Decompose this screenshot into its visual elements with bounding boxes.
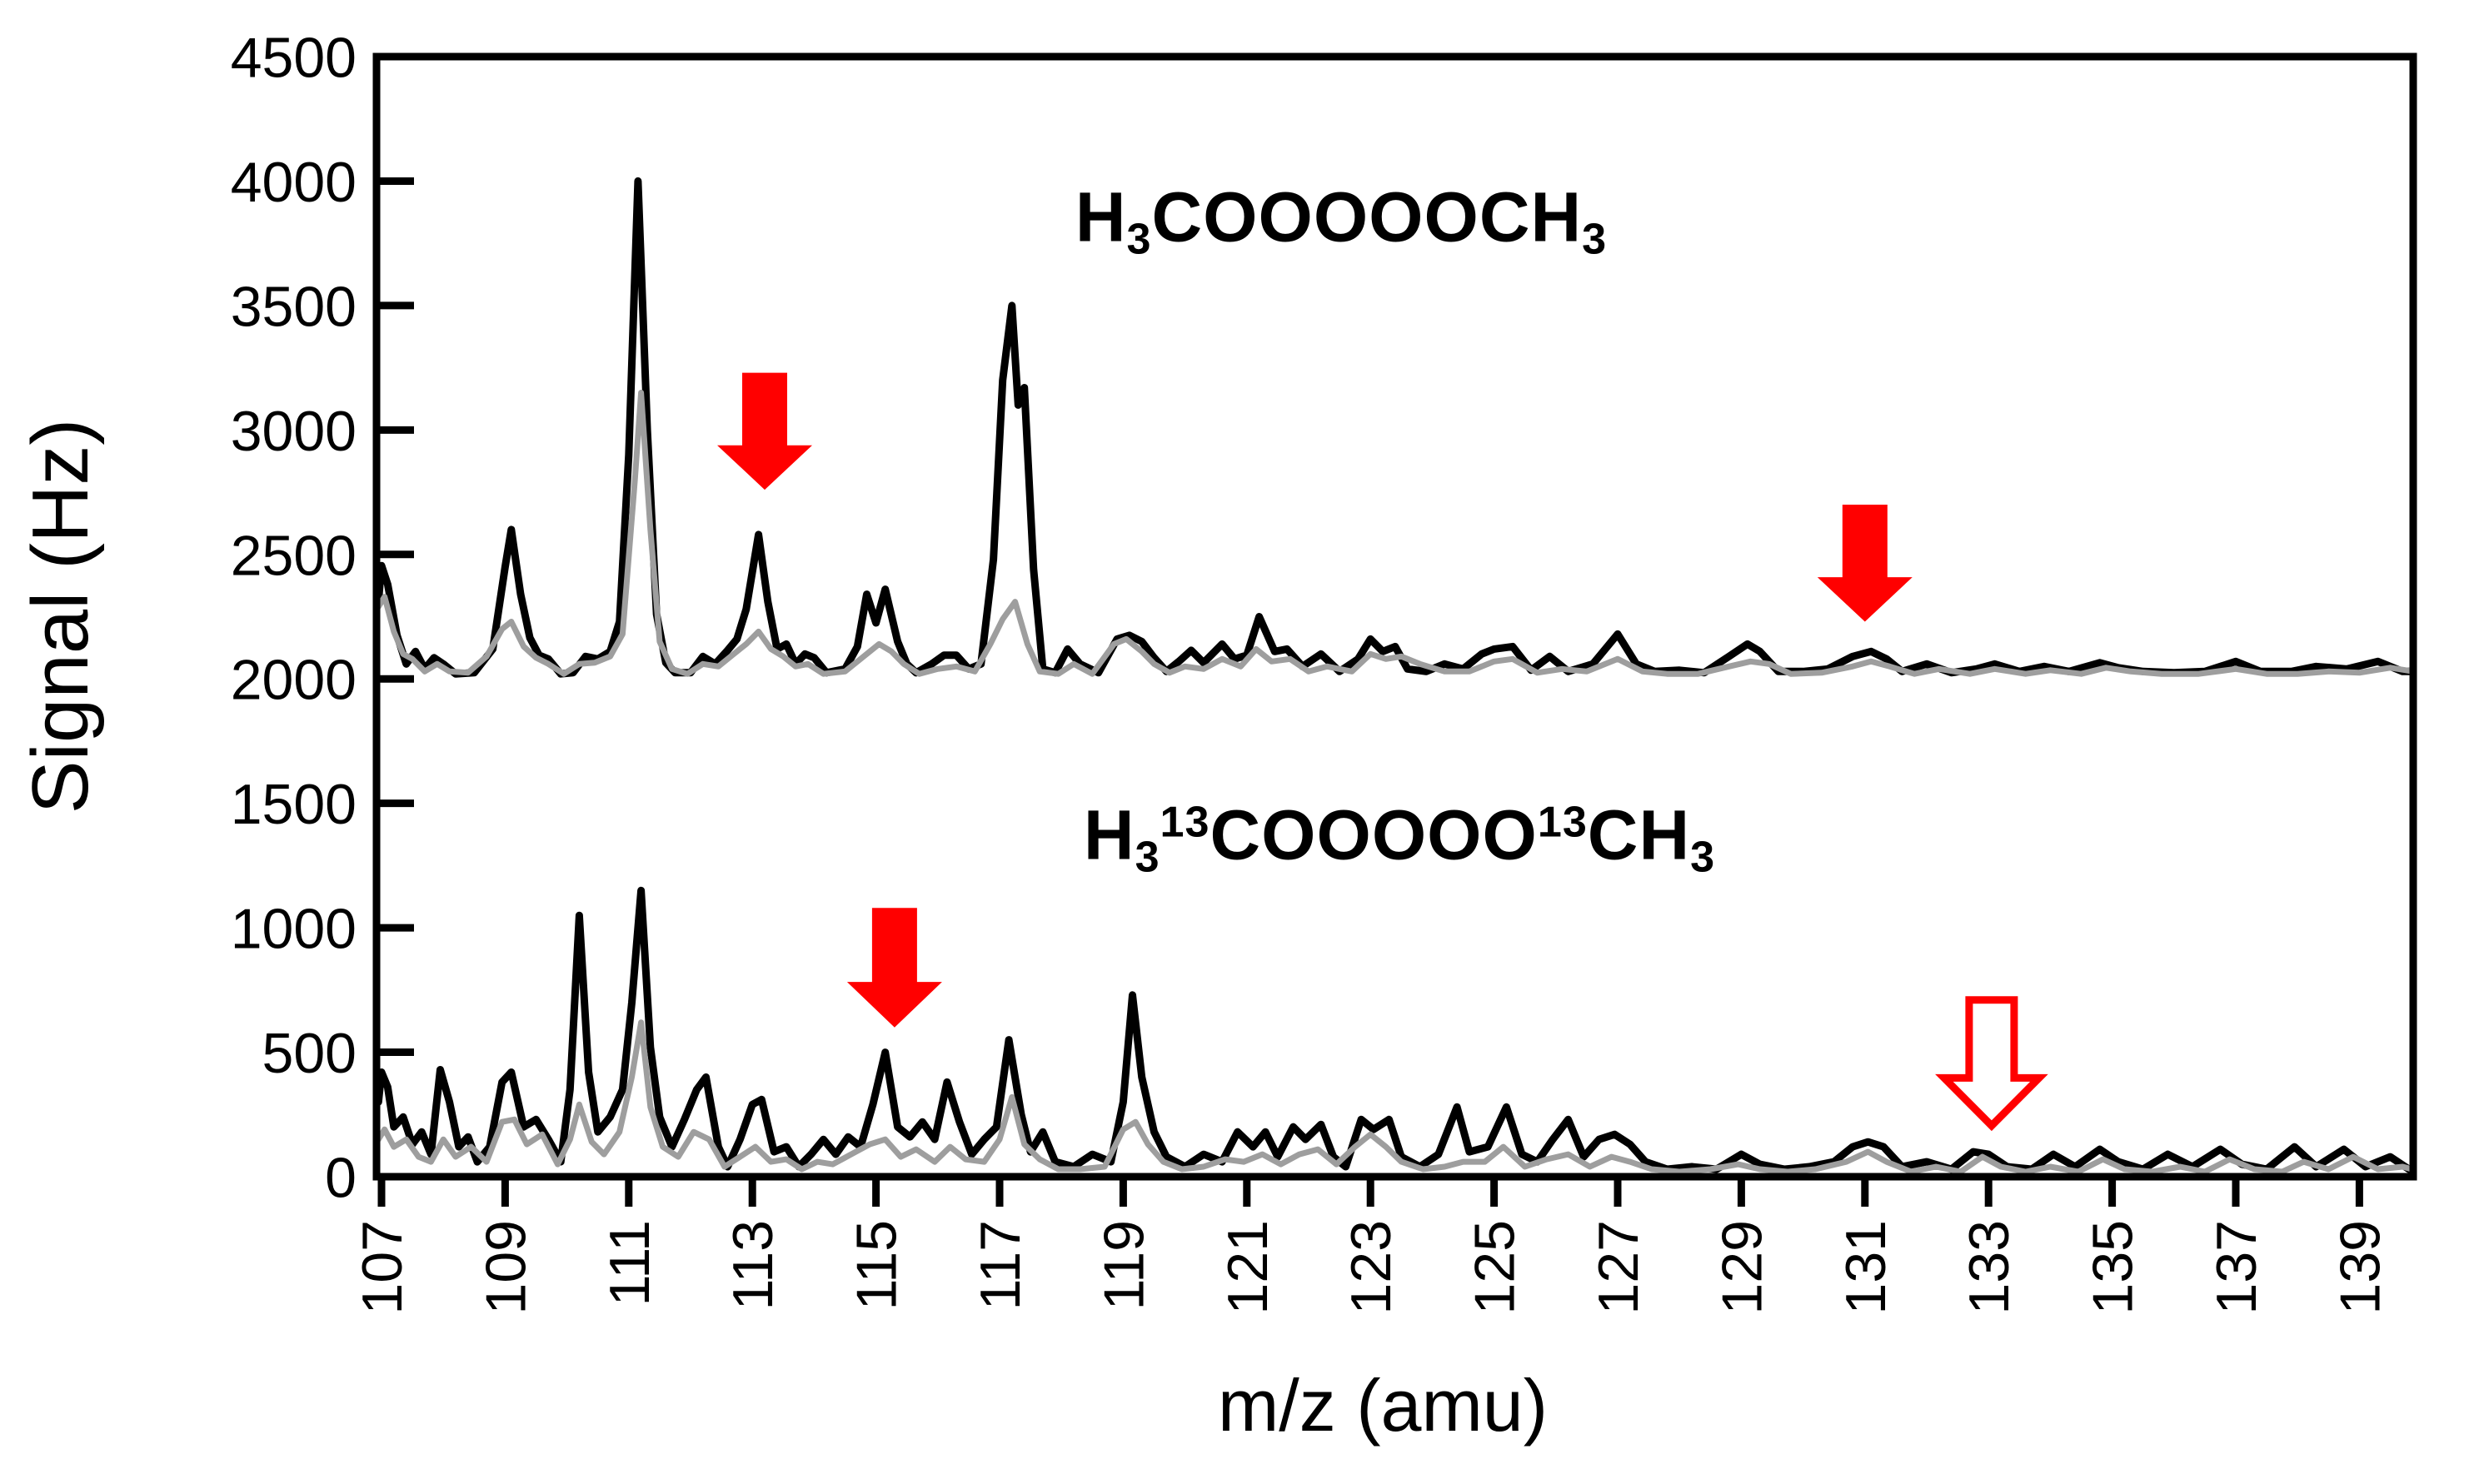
x-axis-tick-label: 119: [1092, 1220, 1155, 1310]
formula-segment: COOOOOCH: [1151, 177, 1583, 256]
formula-segment: CH: [1587, 795, 1691, 874]
y-axis-tick-label: 0: [325, 1146, 357, 1209]
y-axis-tick-label: 4500: [231, 26, 357, 89]
formula-segment: 13: [1160, 798, 1210, 847]
x-axis-tick-label: 111: [598, 1220, 661, 1306]
y-axis-tick-label: 2500: [231, 524, 357, 587]
x-axis-tick-label: 109: [474, 1220, 537, 1314]
spectrum-trace-bottom-black-trace: [377, 886, 2413, 1173]
x-axis-tick-label: 129: [1710, 1220, 1773, 1314]
panel-title-13c-labeled-formula: H313COOOOO13CH3: [1084, 795, 1715, 883]
formula-segment: 13: [1537, 798, 1588, 847]
formula-segment: H: [1075, 177, 1127, 256]
y-axis-tick-label: 2000: [231, 649, 357, 712]
x-axis-tick-label: 121: [1216, 1220, 1279, 1314]
y-axis-tick-label: 3500: [231, 275, 357, 338]
formula-segment: 3: [1690, 833, 1716, 882]
spectrum-trace-bottom-gray-trace: [377, 1019, 2413, 1175]
x-axis-tick-label: 113: [721, 1220, 785, 1310]
red-open-arrow-icon: [1935, 996, 2048, 1132]
x-axis-tick-label: 139: [2328, 1220, 2392, 1314]
x-axis-tick-label: 137: [2205, 1220, 2268, 1314]
y-axis-tick-label: 500: [262, 1022, 357, 1085]
y-axis-tick-label: 1500: [231, 773, 357, 836]
x-axis-title: m/z (amu): [1218, 1364, 1548, 1447]
x-axis-tick-label: 123: [1339, 1220, 1403, 1314]
formula-segment: 3: [1126, 215, 1152, 264]
formula-segment: H: [1083, 795, 1135, 874]
red-solid-arrow-icon: [846, 908, 942, 1028]
formula-segment: 3: [1582, 215, 1608, 264]
red-solid-arrow-icon: [1817, 505, 1913, 622]
formula-segment: 3: [1135, 833, 1160, 882]
x-axis-tick-label: 107: [351, 1220, 414, 1314]
y-axis-tick-label: 4000: [231, 151, 357, 214]
red-solid-arrow-icon: [717, 372, 812, 491]
y-axis-title: Signal (Hz): [16, 419, 105, 814]
y-axis-tick-label: 3000: [231, 400, 357, 463]
x-axis-tick-label: 127: [1587, 1220, 1650, 1314]
plot-frame: [372, 52, 2417, 1181]
x-axis-tick-label: 125: [1464, 1220, 1527, 1314]
x-axis-tick-label: 133: [1958, 1220, 2021, 1314]
formula-segment: COOOOO: [1210, 795, 1538, 874]
x-axis-tick-label: 135: [2082, 1220, 2145, 1314]
x-axis-tick-label: 117: [969, 1220, 1032, 1310]
x-axis-tick-label: 115: [845, 1220, 909, 1310]
spectrum-trace-top-gray-trace: [377, 390, 2413, 677]
y-axis-tick-label: 1000: [231, 898, 357, 961]
spectrum-trace-top-black-trace: [377, 177, 2413, 678]
panel-title-unlabeled-formula: H3COOOOOCH3: [1075, 177, 1607, 265]
x-axis-tick-label: 131: [1834, 1220, 1898, 1314]
